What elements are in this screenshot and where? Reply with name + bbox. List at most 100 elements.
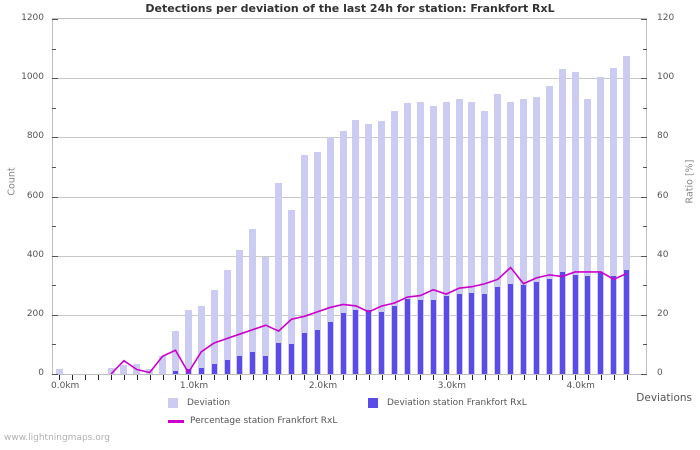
x-axis-tick	[355, 375, 357, 380]
y-axis-left-tick-label: 1000	[21, 72, 44, 83]
bar-deviation	[326, 137, 334, 374]
x-axis-tick	[523, 375, 525, 380]
y-axis-left-tick-label: 400	[26, 249, 44, 260]
x-axis-tick	[587, 375, 589, 380]
bar-deviation	[184, 309, 192, 374]
x-axis-tick-label: 2.0km	[308, 381, 338, 391]
watermark: www.lightningmaps.org	[4, 433, 110, 443]
legend-label-deviation-station: Deviation station Frankfort RxL	[387, 398, 527, 408]
bar-deviation	[378, 121, 386, 374]
x-axis-tick	[420, 375, 422, 380]
chart-title: Detections per deviation of the last 24h…	[145, 2, 555, 15]
bar-deviation-station	[224, 359, 230, 374]
bar-deviation-station	[327, 322, 333, 374]
bar-deviation-station	[572, 274, 578, 374]
percentage-line	[110, 266, 627, 374]
bar-deviation-station	[198, 368, 204, 374]
legend-swatch-percentage	[168, 419, 184, 423]
x-axis-tick	[626, 375, 628, 380]
bar-deviation	[545, 85, 553, 374]
y-axis-left-tick-label: 0	[38, 368, 44, 378]
y-axis-right-tick-label: 40	[657, 249, 669, 260]
x-axis-tick	[239, 375, 241, 380]
x-axis-tick-label: 0.0km	[51, 381, 80, 391]
bar-deviation	[571, 72, 579, 374]
y-axis-minor-tick	[52, 226, 56, 228]
plot-area	[52, 18, 647, 375]
bar-deviation-station	[508, 283, 514, 374]
bar-deviation-station	[366, 310, 372, 374]
x-axis-tick	[85, 375, 87, 380]
x-axis-tick	[175, 375, 177, 380]
y-axis-right-tick-label: 20	[657, 308, 669, 319]
y-axis-minor-tick	[643, 344, 647, 346]
y-axis-tick	[52, 19, 58, 20]
bar-deviation-station	[276, 342, 282, 374]
bar-deviation-station	[598, 271, 604, 374]
y-axis-tick	[52, 314, 58, 316]
bar-deviation-station	[392, 305, 398, 374]
bar-deviation-station	[340, 313, 346, 374]
y-axis-right-tick-label: 60	[657, 190, 669, 201]
x-axis-tick	[111, 375, 112, 380]
x-axis-tick	[188, 375, 190, 380]
bar-deviation-station	[301, 332, 307, 374]
y-axis-minor-tick	[52, 285, 56, 287]
x-axis-tick	[471, 375, 473, 380]
x-axis-tick	[407, 375, 409, 380]
x-axis-tick	[394, 375, 396, 380]
x-axis-tick	[446, 375, 448, 380]
gridline	[53, 137, 646, 139]
bar-deviation-station	[624, 270, 630, 374]
bar-deviation	[197, 305, 205, 374]
y-axis-minor-tick	[52, 166, 56, 168]
bar-deviation	[520, 98, 528, 374]
bar-deviation	[442, 101, 450, 374]
legend-swatch-deviation	[168, 398, 178, 408]
x-axis-title: Deviations	[636, 392, 692, 404]
x-axis-tick-label: 4.0km	[566, 381, 595, 391]
bar-deviation-station	[211, 363, 217, 374]
bar-deviation	[171, 331, 179, 374]
x-axis-tick	[510, 375, 512, 380]
y-axis-tick	[641, 374, 647, 375]
legend-label-percentage-station: Percentage station Frankfort RxL	[190, 416, 338, 426]
legend-item-deviation: Deviation	[168, 398, 230, 408]
y-axis-left-tick-label: 600	[26, 190, 44, 201]
x-axis-tick	[59, 375, 61, 380]
gridline	[53, 196, 646, 198]
bar-deviation	[159, 356, 167, 374]
bar-deviation-station	[533, 282, 539, 374]
gridline	[53, 78, 646, 80]
bar-deviation	[223, 270, 231, 374]
bar-deviation	[623, 55, 631, 374]
bar-deviation-station	[456, 294, 462, 374]
bar-deviation-station	[417, 300, 423, 374]
y-axis-tick	[641, 314, 647, 316]
bar-deviation-station	[353, 310, 359, 374]
bar-deviation-station	[172, 371, 178, 374]
bar-deviation-station	[250, 351, 256, 374]
x-axis-tick-label: 3.0km	[437, 381, 467, 391]
bar-deviation-station	[443, 295, 449, 374]
x-axis-tick	[149, 375, 151, 380]
x-axis-tick	[562, 375, 564, 380]
bar-deviation-station	[263, 356, 269, 374]
x-axis-tick	[278, 375, 280, 380]
y-axis-right-tick-label: 0	[657, 368, 663, 378]
y-axis-right-tick-label: 120	[657, 13, 675, 23]
x-axis-tick	[304, 375, 306, 380]
x-axis-tick	[368, 375, 370, 380]
x-axis-tick	[162, 375, 164, 380]
x-axis-tick	[265, 375, 267, 380]
bar-deviation-station	[314, 329, 320, 374]
bar-deviation	[120, 365, 128, 374]
y-axis-minor-tick	[52, 344, 56, 346]
bar-deviation	[300, 155, 308, 374]
bar-deviation	[313, 152, 321, 374]
bar-deviation-station	[237, 356, 243, 374]
gridline	[53, 314, 646, 316]
x-axis-tick	[227, 375, 229, 380]
x-axis-tick	[330, 375, 332, 380]
x-axis-tick	[459, 375, 461, 380]
